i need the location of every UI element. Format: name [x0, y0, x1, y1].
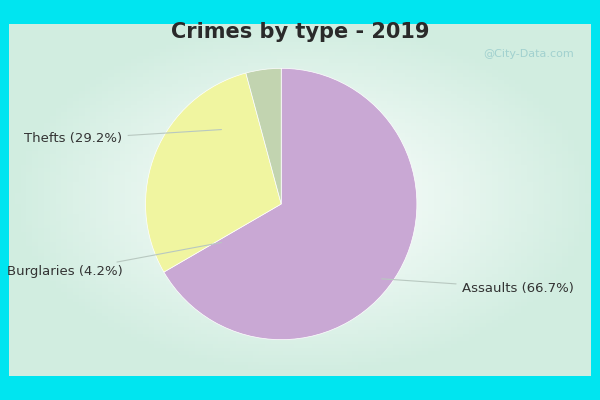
- Wedge shape: [246, 68, 281, 204]
- Text: Assaults (66.7%): Assaults (66.7%): [382, 279, 574, 295]
- Text: Crimes by type - 2019: Crimes by type - 2019: [171, 22, 429, 42]
- Text: @City-Data.com: @City-Data.com: [483, 49, 574, 59]
- Wedge shape: [164, 68, 417, 340]
- Wedge shape: [146, 73, 281, 272]
- Text: Thefts (29.2%): Thefts (29.2%): [25, 130, 221, 145]
- Text: Burglaries (4.2%): Burglaries (4.2%): [7, 242, 221, 278]
